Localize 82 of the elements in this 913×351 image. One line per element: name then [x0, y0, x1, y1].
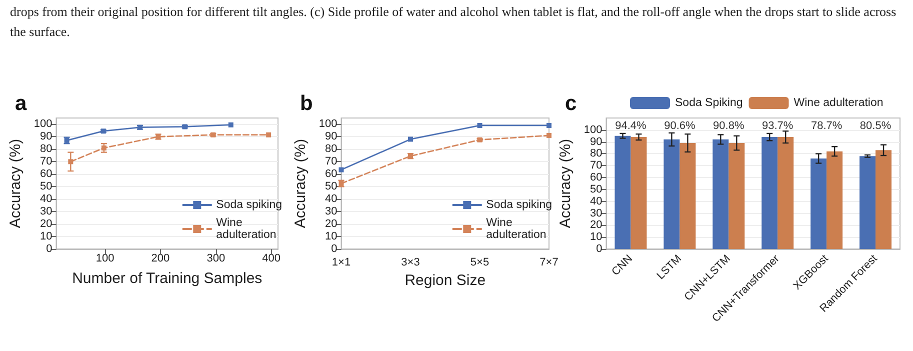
chart-title: b — [300, 92, 313, 115]
annotation: 78.7% — [810, 120, 842, 132]
y-tick-label: 40 — [40, 193, 52, 206]
bar — [664, 139, 680, 249]
bar — [680, 143, 696, 249]
y-tick-label: 20 — [325, 218, 338, 230]
legend-label: Wine adulteration — [216, 217, 276, 241]
y-tick-label: 40 — [325, 193, 338, 206]
chart-title: c — [565, 92, 577, 115]
y-tick-label: 80 — [590, 148, 602, 160]
y-tick-label: 30 — [325, 206, 338, 218]
y-tick-label: 100 — [34, 118, 52, 130]
text: drops from their original position for different tilt angles. (c) Side profile of water and alcohol when tablet is flat, and the roll-off angle when the drops start to slide across the surface. — [10, 3, 898, 41]
legend-label: Wine adulteration — [794, 97, 884, 109]
bar — [712, 139, 729, 249]
annotation: 90.8% — [713, 120, 744, 132]
legend-label: Soda spiking — [486, 199, 552, 211]
bar — [778, 137, 794, 249]
point — [266, 132, 272, 138]
bar — [630, 137, 647, 249]
x-tick-label: 100 — [96, 252, 114, 264]
y-tick-label: 10 — [325, 230, 338, 243]
y-tick-label: 80 — [325, 143, 338, 156]
y-tick-label: 70 — [325, 156, 338, 168]
y-tick-label: 60 — [325, 168, 338, 180]
annotation: 94.4% — [615, 120, 647, 132]
annotation: 93.7% — [762, 120, 794, 132]
y-tick-label: 70 — [590, 160, 602, 172]
legend-label: Soda Spiking — [675, 97, 743, 109]
y-tick-label: 50 — [40, 180, 52, 193]
bar — [728, 143, 745, 249]
annotation: 80.5% — [860, 120, 892, 132]
x-tick-label: 1×1 — [332, 256, 351, 268]
y-tick-label: 50 — [325, 180, 338, 193]
y-tick-label: 0 — [46, 243, 52, 255]
bar — [614, 136, 631, 249]
y-axis-title: Accuracy (%) — [292, 138, 309, 228]
y-axis-title: Accuracy (%) — [557, 138, 574, 228]
legend-label: Wine adulteration — [486, 217, 546, 241]
y-tick-label: 30 — [40, 206, 52, 218]
x-tick-label: 300 — [206, 252, 226, 264]
bar — [876, 150, 892, 249]
y-tick-label: 0 — [596, 243, 602, 255]
y-tick-label: 10 — [590, 231, 602, 244]
y-tick-label: 10 — [40, 230, 52, 243]
x-tick-label: 3×3 — [401, 256, 420, 268]
y-axis-title: Accuracy (%) — [7, 138, 24, 228]
y-tick-label: 100 — [318, 118, 338, 130]
point — [228, 122, 234, 128]
bar — [762, 137, 778, 249]
y-tick-label: 80 — [40, 143, 52, 156]
point — [408, 136, 413, 142]
y-tick-label: 20 — [590, 219, 602, 232]
y-tick-label: 90 — [590, 136, 602, 148]
point — [68, 159, 74, 164]
y-tick-label: 60 — [590, 172, 602, 184]
x-tick-label: 5×5 — [470, 256, 490, 268]
y-tick-label: 100 — [584, 124, 602, 136]
y-tick-label: 50 — [590, 183, 602, 196]
y-tick-label: 30 — [590, 207, 602, 220]
chart-title: a — [15, 92, 27, 115]
bar — [860, 156, 876, 249]
x-tick-label: 7×7 — [540, 256, 558, 268]
bar — [810, 158, 827, 249]
y-tick-label: 40 — [590, 195, 602, 208]
y-tick-label: 60 — [40, 168, 52, 180]
y-tick-label: 70 — [40, 156, 52, 168]
y-tick-label: 90 — [40, 130, 52, 143]
legend-label: Soda spiking — [216, 199, 282, 211]
point — [477, 122, 482, 128]
y-tick-label: 90 — [325, 130, 338, 143]
x-axis-title: Region Size — [404, 272, 486, 289]
point — [546, 132, 552, 138]
x-tick-label: 200 — [151, 252, 170, 264]
y-tick-label: 20 — [40, 218, 52, 230]
x-axis-title: Number of Training Samples — [72, 270, 262, 287]
point — [338, 167, 344, 172]
bar — [826, 151, 843, 249]
annotation: 90.6% — [664, 120, 696, 132]
x-tick-label: 400 — [262, 252, 281, 264]
y-tick-label: 0 — [331, 243, 338, 255]
point — [546, 122, 552, 128]
